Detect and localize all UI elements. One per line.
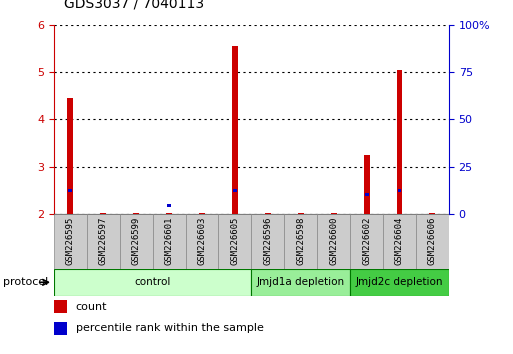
Text: GSM226604: GSM226604 — [395, 216, 404, 265]
Bar — [100, 213, 106, 214]
Text: GSM226597: GSM226597 — [98, 216, 108, 265]
Bar — [54, 300, 67, 313]
Text: protocol: protocol — [3, 277, 48, 287]
Bar — [429, 213, 436, 214]
Text: count: count — [75, 302, 107, 312]
Bar — [398, 189, 402, 192]
Bar — [166, 213, 172, 214]
Bar — [251, 214, 284, 269]
Bar — [251, 269, 350, 296]
Text: GSM226596: GSM226596 — [263, 216, 272, 265]
Text: GSM226606: GSM226606 — [428, 216, 437, 265]
Bar — [68, 189, 72, 192]
Text: GSM226605: GSM226605 — [230, 216, 240, 265]
Text: GSM226602: GSM226602 — [362, 216, 371, 265]
Text: control: control — [134, 277, 171, 287]
Bar — [87, 214, 120, 269]
Bar — [383, 214, 416, 269]
Bar — [67, 98, 73, 214]
Bar — [284, 214, 317, 269]
Text: GDS3037 / 7040113: GDS3037 / 7040113 — [64, 0, 204, 11]
Text: GSM226601: GSM226601 — [165, 216, 173, 265]
Text: GSM226595: GSM226595 — [66, 216, 75, 265]
Text: GSM226598: GSM226598 — [296, 216, 305, 265]
Bar — [186, 214, 219, 269]
Bar — [317, 214, 350, 269]
Bar — [350, 269, 449, 296]
Bar — [397, 70, 403, 214]
Bar — [54, 214, 87, 269]
Text: Jmjd1a depletion: Jmjd1a depletion — [256, 277, 345, 287]
Bar — [54, 269, 251, 296]
Bar — [298, 213, 304, 214]
Bar — [331, 213, 337, 214]
Bar — [265, 213, 271, 214]
Text: GSM226600: GSM226600 — [329, 216, 338, 265]
Bar — [219, 214, 251, 269]
Bar — [416, 214, 449, 269]
Bar — [233, 189, 237, 192]
Bar — [120, 214, 152, 269]
Bar — [232, 46, 238, 214]
Bar — [365, 193, 368, 196]
Bar — [364, 155, 369, 214]
Bar — [199, 213, 205, 214]
Bar — [54, 322, 67, 335]
Bar — [152, 214, 186, 269]
Text: Jmjd2c depletion: Jmjd2c depletion — [356, 277, 443, 287]
Bar — [350, 214, 383, 269]
Text: GSM226599: GSM226599 — [132, 216, 141, 265]
Bar — [167, 204, 171, 207]
Bar — [133, 213, 139, 214]
Text: percentile rank within the sample: percentile rank within the sample — [75, 323, 264, 333]
Text: GSM226603: GSM226603 — [198, 216, 207, 265]
